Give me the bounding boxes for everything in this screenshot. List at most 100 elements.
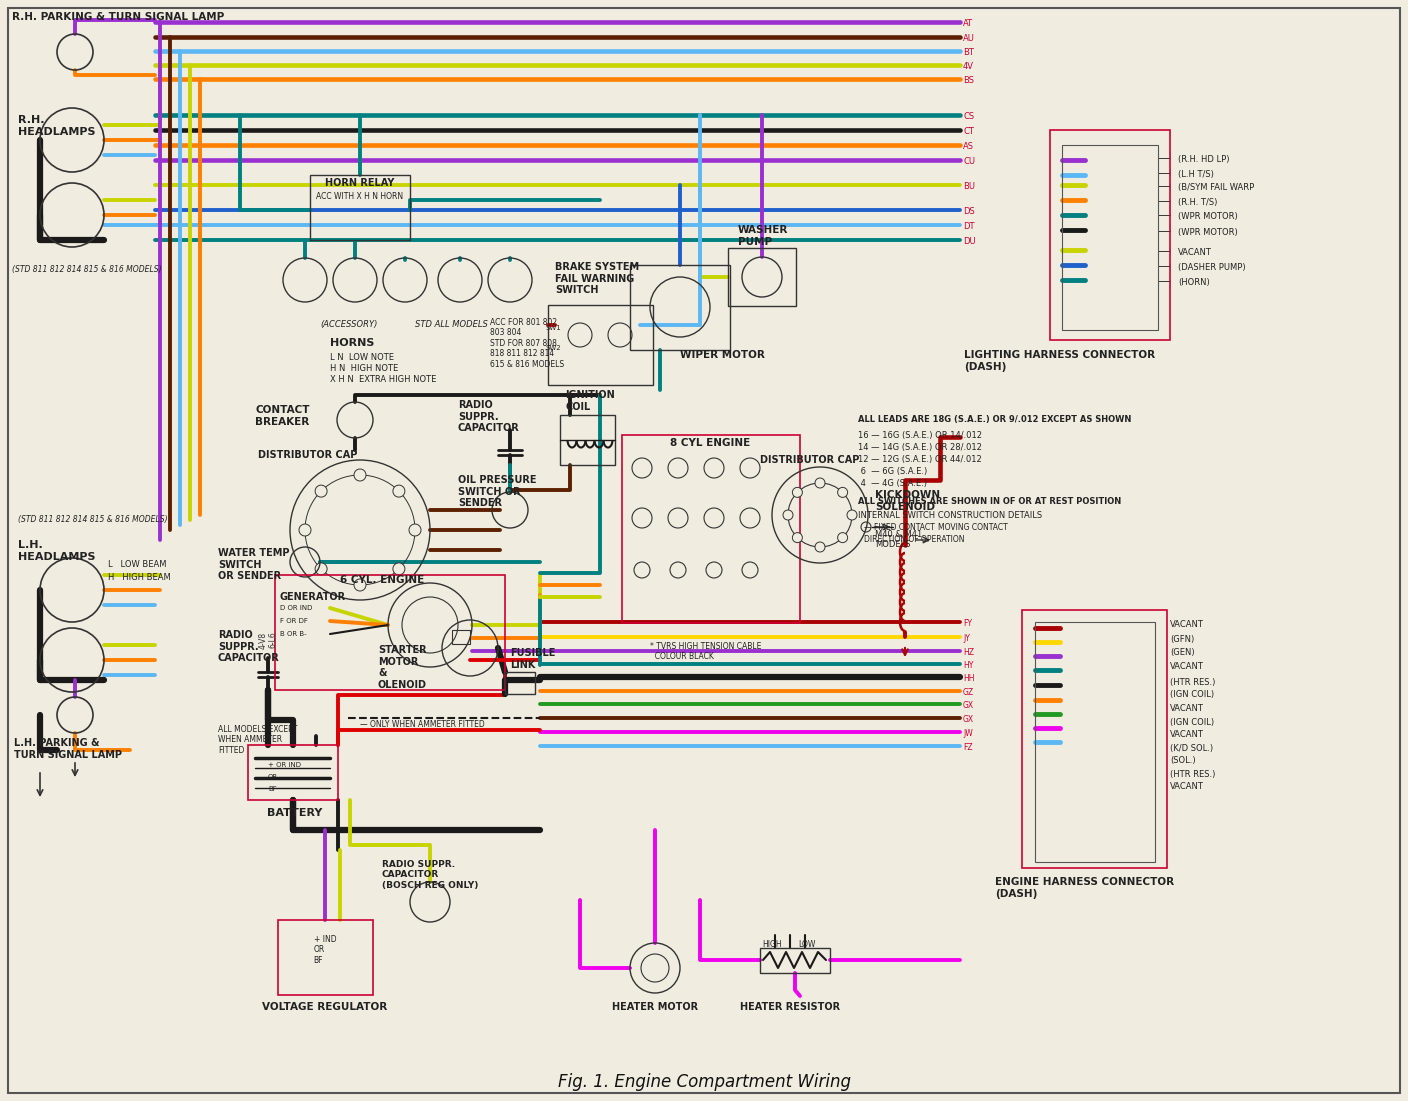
Text: (WPR MOTOR): (WPR MOTOR) bbox=[1178, 228, 1238, 237]
Text: WASHER
PUMP: WASHER PUMP bbox=[738, 225, 788, 247]
Text: (R.H. HD LP): (R.H. HD LP) bbox=[1178, 155, 1229, 164]
Bar bbox=[452, 630, 470, 644]
Text: L   LOW BEAM: L LOW BEAM bbox=[108, 560, 166, 569]
Text: SW2: SW2 bbox=[546, 345, 562, 351]
Text: CU: CU bbox=[963, 157, 974, 166]
Text: OIL PRESSURE
SWITCH OR
SENDER: OIL PRESSURE SWITCH OR SENDER bbox=[458, 475, 536, 509]
Text: HEATER RESISTOR: HEATER RESISTOR bbox=[741, 1002, 841, 1012]
Text: BF: BF bbox=[268, 786, 277, 792]
Text: (L.H T/S): (L.H T/S) bbox=[1178, 170, 1214, 179]
Bar bbox=[248, 745, 338, 800]
Text: ENGINE HARNESS CONNECTOR
(DASH): ENGINE HARNESS CONNECTOR (DASH) bbox=[995, 877, 1174, 898]
Text: 4V: 4V bbox=[963, 62, 974, 70]
Text: ALL LEADS ARE 18G (S.A.E.) OR 9/.012 EXCEPT AS SHOWN: ALL LEADS ARE 18G (S.A.E.) OR 9/.012 EXC… bbox=[857, 415, 1132, 424]
Text: H N  HIGH NOTE: H N HIGH NOTE bbox=[329, 364, 398, 373]
Circle shape bbox=[793, 533, 803, 543]
Text: ALL SWITCHES ARE SHOWN IN OF OR AT REST POSITION: ALL SWITCHES ARE SHOWN IN OF OR AT REST … bbox=[857, 497, 1121, 506]
Text: VACANT: VACANT bbox=[1178, 248, 1212, 257]
Circle shape bbox=[353, 579, 366, 591]
Text: RADIO SUPPR.
CAPACITOR
(BOSCH REG ONLY): RADIO SUPPR. CAPACITOR (BOSCH REG ONLY) bbox=[382, 860, 479, 890]
Circle shape bbox=[393, 486, 406, 498]
Text: SW1: SW1 bbox=[546, 325, 562, 331]
Text: WATER TEMP
SWITCH
OR SENDER: WATER TEMP SWITCH OR SENDER bbox=[218, 548, 290, 581]
Text: DISTRIBUTOR CAP: DISTRIBUTOR CAP bbox=[258, 450, 358, 460]
Text: VOLTAGE REGULATOR: VOLTAGE REGULATOR bbox=[262, 1002, 387, 1012]
Bar bbox=[310, 175, 410, 240]
Text: (ACCESSORY): (ACCESSORY) bbox=[320, 320, 377, 329]
Text: + IND
OR
BF: + IND OR BF bbox=[314, 935, 337, 964]
Circle shape bbox=[315, 563, 327, 575]
Text: M40 & M41
MODELS: M40 & M41 MODELS bbox=[874, 530, 922, 549]
Text: JW: JW bbox=[963, 729, 973, 738]
Text: VACANT: VACANT bbox=[1170, 662, 1204, 671]
Text: GX: GX bbox=[963, 701, 974, 710]
Text: STARTER
MOTOR
&
OLENOID: STARTER MOTOR & OLENOID bbox=[377, 645, 427, 690]
Text: BATTERY: BATTERY bbox=[268, 808, 322, 818]
Text: (IGN COIL): (IGN COIL) bbox=[1170, 718, 1214, 727]
Circle shape bbox=[838, 488, 848, 498]
Text: AU: AU bbox=[963, 34, 974, 43]
Text: BU: BU bbox=[963, 182, 974, 190]
Text: (R.H. T/S): (R.H. T/S) bbox=[1178, 198, 1218, 207]
Text: HORNS: HORNS bbox=[329, 338, 375, 348]
Text: (STD 811 812 814 815 & 816 MODELS): (STD 811 812 814 815 & 816 MODELS) bbox=[13, 265, 162, 274]
Text: R.H.
HEADLAMPS: R.H. HEADLAMPS bbox=[18, 115, 96, 137]
Text: 4-V8
6-L6: 4-V8 6-L6 bbox=[258, 632, 277, 648]
Text: Fig. 1. Engine Compartment Wiring: Fig. 1. Engine Compartment Wiring bbox=[558, 1073, 850, 1091]
Text: HZ: HZ bbox=[963, 648, 974, 657]
Text: X H N  EXTRA HIGH NOTE: X H N EXTRA HIGH NOTE bbox=[329, 375, 436, 384]
Text: (HTR RES.): (HTR RES.) bbox=[1170, 770, 1215, 780]
Text: GZ: GZ bbox=[963, 688, 974, 697]
Text: L N  LOW NOTE: L N LOW NOTE bbox=[329, 353, 394, 362]
Bar bbox=[548, 305, 653, 385]
Text: FY: FY bbox=[963, 619, 972, 628]
Text: STD ALL MODELS: STD ALL MODELS bbox=[415, 320, 489, 329]
Text: VACANT: VACANT bbox=[1170, 620, 1204, 629]
Text: (WPR MOTOR): (WPR MOTOR) bbox=[1178, 212, 1238, 221]
Circle shape bbox=[315, 486, 327, 498]
Text: DU: DU bbox=[963, 237, 976, 246]
Text: L.H. PARKING &
TURN SIGNAL LAMP: L.H. PARKING & TURN SIGNAL LAMP bbox=[14, 738, 122, 760]
Text: GX: GX bbox=[963, 715, 974, 724]
Text: (STD 811 812 814 815 & 816 MODELS): (STD 811 812 814 815 & 816 MODELS) bbox=[18, 515, 168, 524]
Text: JY: JY bbox=[963, 634, 970, 643]
Text: GENERATOR: GENERATOR bbox=[280, 592, 346, 602]
Text: HH: HH bbox=[963, 674, 974, 683]
Text: ACC WITH X H N HORN: ACC WITH X H N HORN bbox=[317, 192, 404, 201]
Text: (SOL.): (SOL.) bbox=[1170, 756, 1195, 765]
Bar bbox=[1050, 130, 1170, 340]
Circle shape bbox=[353, 469, 366, 481]
Text: WIPER MOTOR: WIPER MOTOR bbox=[680, 350, 765, 360]
Text: 8 CYL ENGINE: 8 CYL ENGINE bbox=[670, 438, 750, 448]
Text: AT: AT bbox=[963, 19, 973, 28]
Circle shape bbox=[815, 478, 825, 488]
Text: 16 — 16G (S.A.E.) OR 14/.012: 16 — 16G (S.A.E.) OR 14/.012 bbox=[857, 430, 981, 440]
Text: (GEN): (GEN) bbox=[1170, 648, 1194, 657]
Text: (K/D SOL.): (K/D SOL.) bbox=[1170, 744, 1214, 753]
Text: HORN RELAY: HORN RELAY bbox=[325, 178, 394, 188]
Text: ACC FOR 801 802
803 804
STD FOR 807 808
818 811 812 814
615 & 816 MODELS: ACC FOR 801 802 803 804 STD FOR 807 808 … bbox=[490, 318, 565, 369]
Text: ALL MODELS EXCEPT
WHEN AMMETER
FITTED: ALL MODELS EXCEPT WHEN AMMETER FITTED bbox=[218, 724, 297, 755]
Text: BRAKE SYSTEM
FAIL WARNING
SWITCH: BRAKE SYSTEM FAIL WARNING SWITCH bbox=[555, 262, 639, 295]
Bar bbox=[1035, 622, 1155, 862]
Text: R.H. PARKING & TURN SIGNAL LAMP: R.H. PARKING & TURN SIGNAL LAMP bbox=[13, 12, 224, 22]
Text: BT: BT bbox=[963, 48, 974, 57]
Text: DS: DS bbox=[963, 207, 974, 216]
Text: AS: AS bbox=[963, 142, 974, 151]
Text: VACANT: VACANT bbox=[1170, 704, 1204, 713]
Text: 6  — 6G (S.A.E.): 6 — 6G (S.A.E.) bbox=[857, 467, 928, 476]
Text: 14 — 14G (S.A.E.) OR 28/.012: 14 — 14G (S.A.E.) OR 28/.012 bbox=[857, 443, 981, 453]
Text: F OR DF: F OR DF bbox=[280, 618, 308, 624]
Text: CT: CT bbox=[963, 127, 974, 137]
Circle shape bbox=[793, 488, 803, 498]
Text: INTERNAL SWITCH CONSTRUCTION DETAILS: INTERNAL SWITCH CONSTRUCTION DETAILS bbox=[857, 511, 1042, 520]
Text: (HTR RES.): (HTR RES.) bbox=[1170, 678, 1215, 687]
Text: — FIXED CONTACT: — FIXED CONTACT bbox=[865, 523, 935, 532]
Circle shape bbox=[393, 563, 406, 575]
Bar bbox=[728, 248, 796, 306]
Bar bbox=[505, 672, 535, 694]
Text: OR: OR bbox=[268, 774, 279, 780]
Bar bbox=[560, 415, 615, 465]
Bar bbox=[629, 265, 729, 350]
Bar bbox=[275, 575, 505, 690]
